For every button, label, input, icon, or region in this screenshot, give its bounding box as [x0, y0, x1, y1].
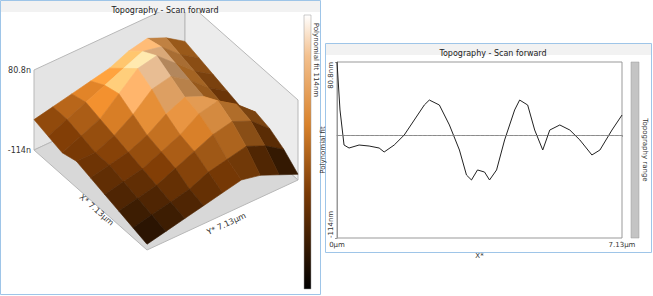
svg-text:80.8n: 80.8n [8, 66, 31, 75]
svg-text:-114nm: -114nm [327, 211, 335, 238]
svg-text:Polynomial fit: Polynomial fit [319, 126, 327, 174]
svg-text:0µm: 0µm [329, 241, 345, 249]
svg-text:X*: X* [475, 252, 484, 260]
svg-text:Y* 7.13µm: Y* 7.13µm [205, 211, 248, 237]
svg-text:7.13µm: 7.13µm [609, 241, 636, 249]
svg-text:Topography - Scan forward: Topography - Scan forward [110, 6, 218, 15]
svg-text:80.8nm: 80.8nm [327, 62, 335, 89]
svg-text:X* 7.13µm: X* 7.13µm [77, 192, 116, 228]
svg-text:Polynomial fit 114nm: Polynomial fit 114nm [312, 23, 320, 97]
svg-text:-114n: -114n [8, 146, 31, 155]
svg-text:Topography range: Topography range [641, 117, 649, 181]
svg-text:Topography - Scan forward: Topography - Scan forward [438, 49, 546, 58]
